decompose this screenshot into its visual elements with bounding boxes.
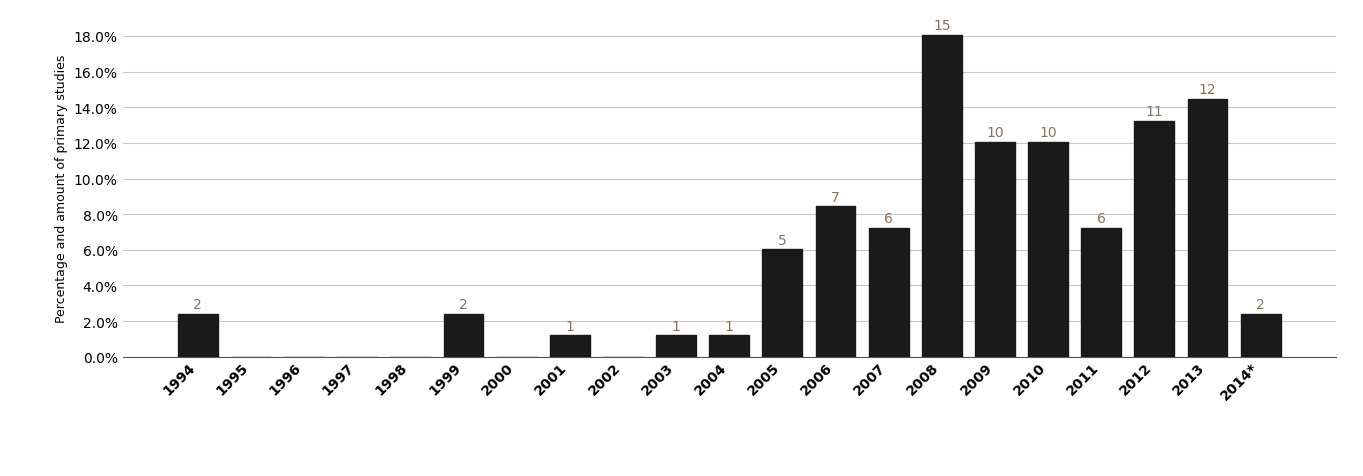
Bar (815, 207, 856, 357)
Text: 5: 5 (778, 233, 786, 247)
Bar (443, 314, 484, 357)
Text: 2: 2 (459, 298, 468, 311)
Bar (762, 250, 803, 357)
Text: 7: 7 (831, 190, 840, 204)
Y-axis label: Percentage and amount of primary studies: Percentage and amount of primary studies (56, 54, 68, 322)
Text: 2: 2 (1257, 298, 1265, 311)
Bar (1187, 100, 1228, 357)
Text: 2: 2 (194, 298, 202, 311)
Text: 6: 6 (1097, 212, 1105, 226)
Bar (1028, 143, 1069, 357)
Text: 11: 11 (1145, 105, 1163, 119)
Bar (1240, 314, 1281, 357)
Text: 10: 10 (985, 126, 1003, 140)
Bar (549, 336, 590, 357)
Bar (921, 36, 962, 357)
Bar (177, 314, 218, 357)
Text: 1: 1 (725, 319, 733, 333)
Text: 15: 15 (934, 19, 950, 33)
Text: 10: 10 (1039, 126, 1056, 140)
Text: 12: 12 (1198, 83, 1216, 97)
Bar (709, 336, 750, 357)
Text: 1: 1 (672, 319, 680, 333)
Bar (1081, 228, 1122, 357)
Text: 6: 6 (885, 212, 893, 226)
Bar (656, 336, 696, 357)
Text: 1: 1 (566, 319, 574, 333)
Bar (975, 143, 1015, 357)
Bar (868, 228, 909, 357)
Bar (1134, 121, 1175, 357)
